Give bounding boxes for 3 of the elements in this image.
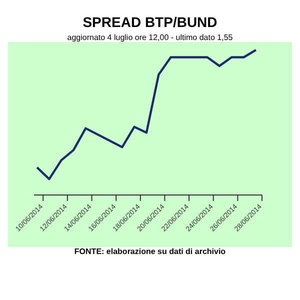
source-note: FONTE: elaborazione su dati di archivio (73, 247, 227, 256)
chart-subtitle: aggiornato 4 luglio ore 12,00 - ultimo dato 1,55 (66, 33, 234, 42)
chart-title: SPREAD BTP/BUND (82, 14, 218, 30)
